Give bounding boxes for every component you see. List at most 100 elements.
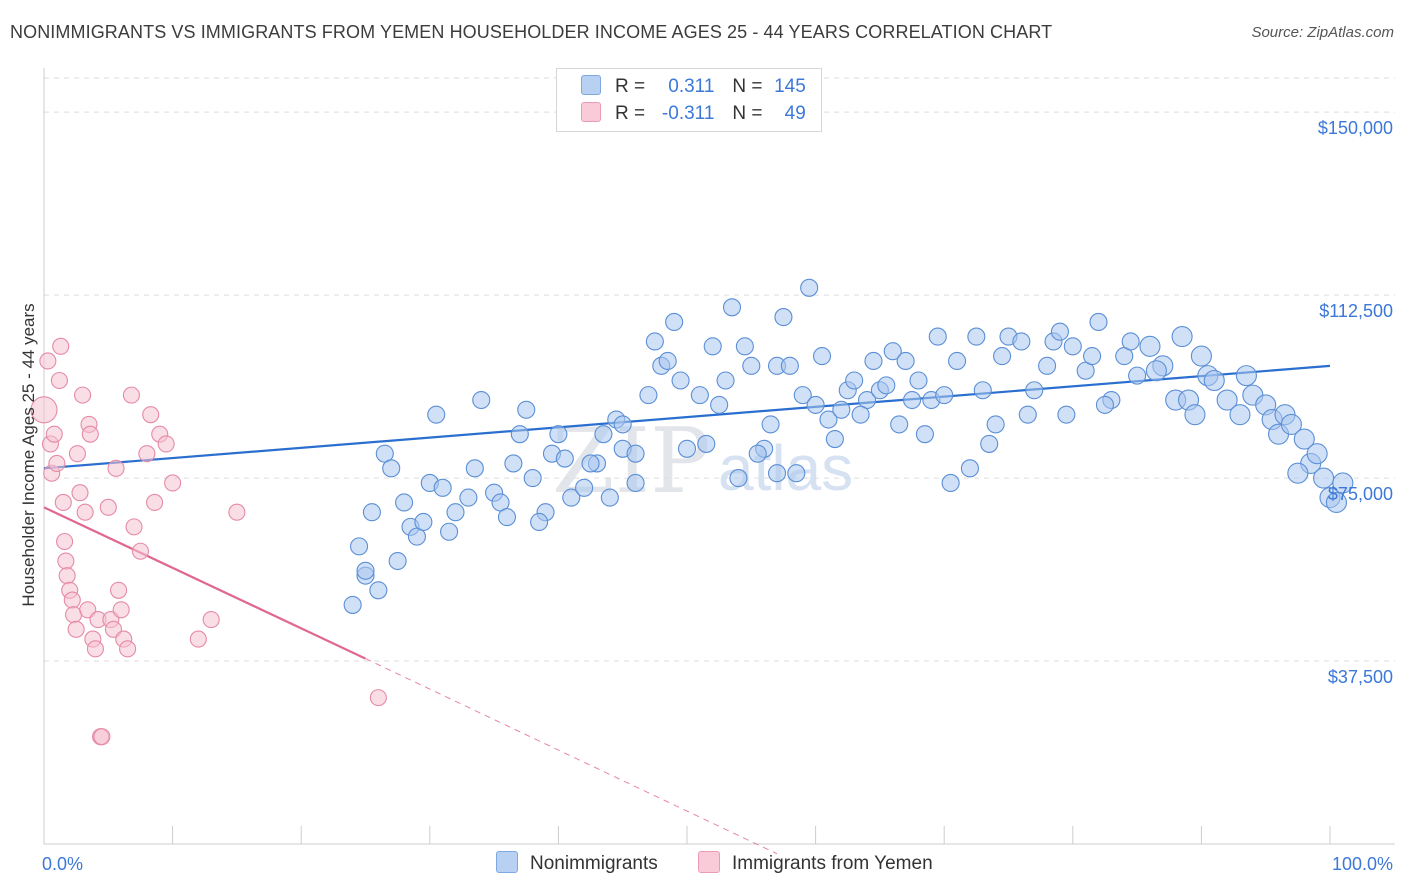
data-point-nonimmigrants <box>1121 332 1140 351</box>
data-point-yemen <box>110 581 128 599</box>
data-point-nonimmigrants <box>1235 365 1257 387</box>
data-point-nonimmigrants <box>362 503 381 522</box>
data-point-yemen <box>119 640 137 658</box>
data-point-nonimmigrants <box>729 469 748 488</box>
data-point-nonimmigrants <box>1171 326 1193 348</box>
data-point-nonimmigrants <box>800 278 819 297</box>
data-point-yemen <box>65 606 83 624</box>
data-point-nonimmigrants <box>1184 404 1206 426</box>
data-point-nonimmigrants <box>780 356 799 375</box>
data-point-nonimmigrants <box>767 464 787 483</box>
trend-lines <box>43 364 1331 855</box>
data-point-nonimmigrants <box>1018 405 1037 424</box>
data-point-yemen <box>39 352 57 370</box>
correlation-legend: R = 0.311 N = 145 R = -0.311 N = 49 <box>556 68 822 132</box>
data-point-nonimmigrants <box>1139 335 1161 357</box>
data-point-nonimmigrants <box>1190 345 1212 367</box>
data-point-yemen <box>146 493 164 512</box>
y-tick-labels: $37,500 $75,000 $112,500 $150,000 <box>1318 118 1393 687</box>
data-point-nonimmigrants <box>735 337 754 356</box>
data-point-yemen <box>142 406 160 424</box>
data-point-nonimmigrants <box>369 581 388 600</box>
data-point-nonimmigrants <box>1325 491 1347 514</box>
series-nonimmigrants <box>343 278 1354 614</box>
data-point-nonimmigrants <box>356 561 375 580</box>
x-tick-label: 100.0% <box>1332 854 1393 874</box>
data-point-nonimmigrants <box>909 371 928 390</box>
data-point-nonimmigrants <box>1203 369 1225 392</box>
data-point-nonimmigrants <box>459 488 478 507</box>
trend-line-nonimmigrants <box>43 364 1331 470</box>
data-point-yemen <box>107 459 125 477</box>
data-point-nonimmigrants <box>980 434 999 453</box>
data-point-nonimmigrants <box>787 464 806 483</box>
data-point-nonimmigrants <box>935 386 954 405</box>
data-point-nonimmigrants <box>658 351 677 371</box>
data-point-yemen <box>138 445 156 463</box>
x-tick-labels: 0.0% 100.0% <box>42 854 1393 874</box>
data-point-yemen <box>52 337 70 355</box>
data-point-nonimmigrants <box>388 551 407 571</box>
trend-line-yemen-extension <box>365 658 778 855</box>
data-point-nonimmigrants <box>742 356 761 375</box>
data-point-yemen <box>57 552 75 570</box>
legend-row-nonimmigrants: R = 0.311 N = 145 <box>581 75 806 99</box>
data-point-nonimmigrants <box>414 512 433 532</box>
data-point-nonimmigrants <box>549 425 568 444</box>
data-point-yemen <box>125 518 143 536</box>
data-point-nonimmigrants <box>845 371 864 390</box>
legend-r-label: R = <box>615 103 646 124</box>
data-point-nonimmigrants <box>812 347 832 366</box>
data-point-nonimmigrants <box>433 478 452 497</box>
data-point-nonimmigrants <box>665 312 684 331</box>
data-point-nonimmigrants <box>986 415 1005 434</box>
data-point-nonimmigrants <box>1229 404 1251 426</box>
data-point-nonimmigrants <box>1057 405 1076 424</box>
data-point-nonimmigrants <box>1083 347 1102 366</box>
blue-swatch <box>496 851 518 873</box>
data-point-nonimmigrants <box>1095 395 1114 414</box>
data-point-nonimmigrants <box>639 386 658 405</box>
data-point-nonimmigrants <box>504 454 523 473</box>
data-point-nonimmigrants <box>896 351 915 371</box>
data-point-yemen <box>157 435 175 453</box>
data-point-nonimmigrants <box>497 508 517 527</box>
data-point-nonimmigrants <box>350 537 369 556</box>
data-point-yemen <box>202 611 220 629</box>
data-point-yemen <box>112 601 130 619</box>
data-point-yemen <box>30 396 58 424</box>
data-point-nonimmigrants <box>832 400 851 419</box>
bottom-legend-yemen: Immigrants from Yemen <box>698 851 933 875</box>
data-point-yemen <box>74 386 92 404</box>
grid <box>44 77 1395 662</box>
chart-title: NONIMMIGRANTS VS IMMIGRANTS FROM YEMEN H… <box>10 22 1053 42</box>
data-point-nonimmigrants <box>960 459 979 478</box>
data-point-yemen <box>86 640 104 658</box>
data-point-yemen <box>63 591 81 609</box>
data-point-yemen <box>68 445 86 463</box>
legend-n-label: N = <box>732 103 763 124</box>
data-point-yemen <box>131 542 149 560</box>
data-point-nonimmigrants <box>510 425 529 444</box>
legend-r-label: R = <box>615 76 646 97</box>
data-point-nonimmigrants <box>690 386 709 405</box>
data-point-yemen <box>54 493 72 512</box>
bottom-legend-label: Immigrants from Yemen <box>732 853 933 874</box>
data-point-nonimmigrants <box>1280 413 1302 435</box>
data-point-nonimmigrants <box>710 395 729 414</box>
data-point-nonimmigrants <box>915 425 934 444</box>
data-point-yemen <box>81 425 99 443</box>
data-point-nonimmigrants <box>1332 472 1354 494</box>
data-point-nonimmigrants <box>948 351 967 371</box>
trend-line-yemen <box>43 506 366 660</box>
pink-swatch <box>581 102 601 122</box>
data-point-nonimmigrants <box>819 410 838 429</box>
legend-n-label: N = <box>732 76 763 97</box>
legend-n-value: 145 <box>774 76 806 97</box>
data-point-nonimmigrants <box>395 493 414 512</box>
blue-swatch <box>581 75 601 95</box>
data-point-nonimmigrants <box>703 337 722 356</box>
data-point-nonimmigrants <box>523 469 542 488</box>
data-point-nonimmigrants <box>1050 322 1069 341</box>
data-point-nonimmigrants <box>382 459 401 478</box>
